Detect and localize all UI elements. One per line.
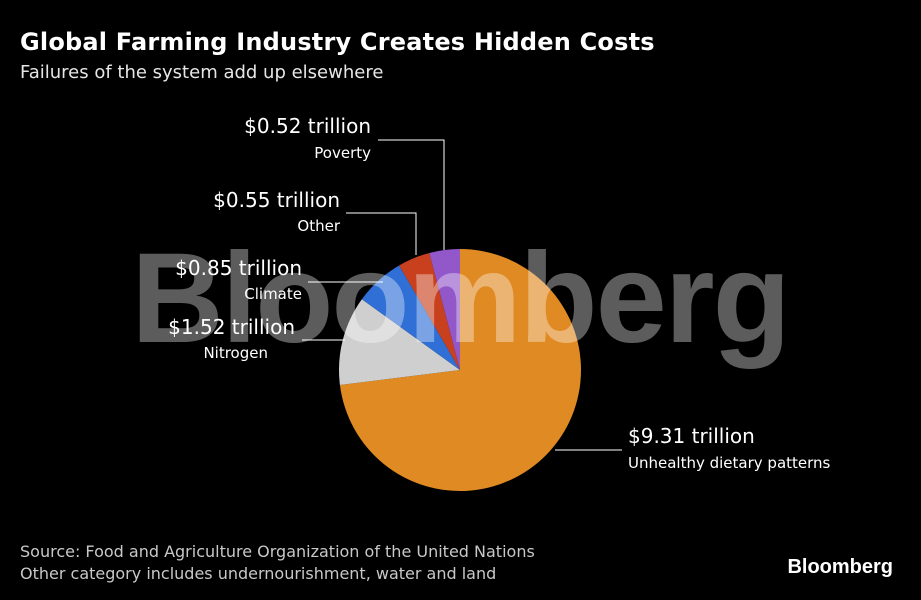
pie-slice-unhealthy-dietary-patterns	[339, 249, 582, 491]
leader-line-other	[346, 212, 417, 255]
slice-name-label-climate: Climate	[244, 285, 302, 303]
category-note: Other category includes undernourishment…	[20, 564, 497, 583]
bloomberg-logo: Bloomberg	[787, 556, 893, 578]
slice-name-label-unhealthy-dietary-patterns: Unhealthy dietary patterns	[628, 454, 831, 472]
slice-value-label-poverty: $0.52 trillion	[244, 114, 371, 138]
slice-value-label-other: $0.55 trillion	[213, 188, 340, 212]
slice-name-label-poverty: Poverty	[314, 144, 371, 162]
pie-slice-other	[399, 252, 460, 370]
slice-name-label-other: Other	[297, 217, 340, 235]
watermark: Bloomberg	[131, 227, 789, 370]
chart-footer: Source: Food and Agriculture Organizatio…	[20, 541, 535, 585]
chart-title: Global Farming Industry Creates Hidden C…	[20, 28, 655, 56]
pie-slice-nitrogen	[339, 299, 460, 386]
slice-value-label-climate: $0.85 trillion	[175, 256, 302, 280]
slice-value-label-unhealthy-dietary-patterns: $9.31 trillion	[628, 424, 755, 448]
slice-name-label-nitrogen: Nitrogen	[203, 344, 268, 362]
pie-slice-climate	[361, 265, 460, 370]
source-note: Source: Food and Agriculture Organizatio…	[20, 542, 535, 561]
pie-slice-poverty	[429, 249, 460, 370]
chart-subtitle: Failures of the system add up elsewhere	[20, 62, 384, 83]
leader-line-poverty	[378, 139, 445, 250]
slice-value-label-nitrogen: $1.52 trillion	[168, 315, 295, 339]
